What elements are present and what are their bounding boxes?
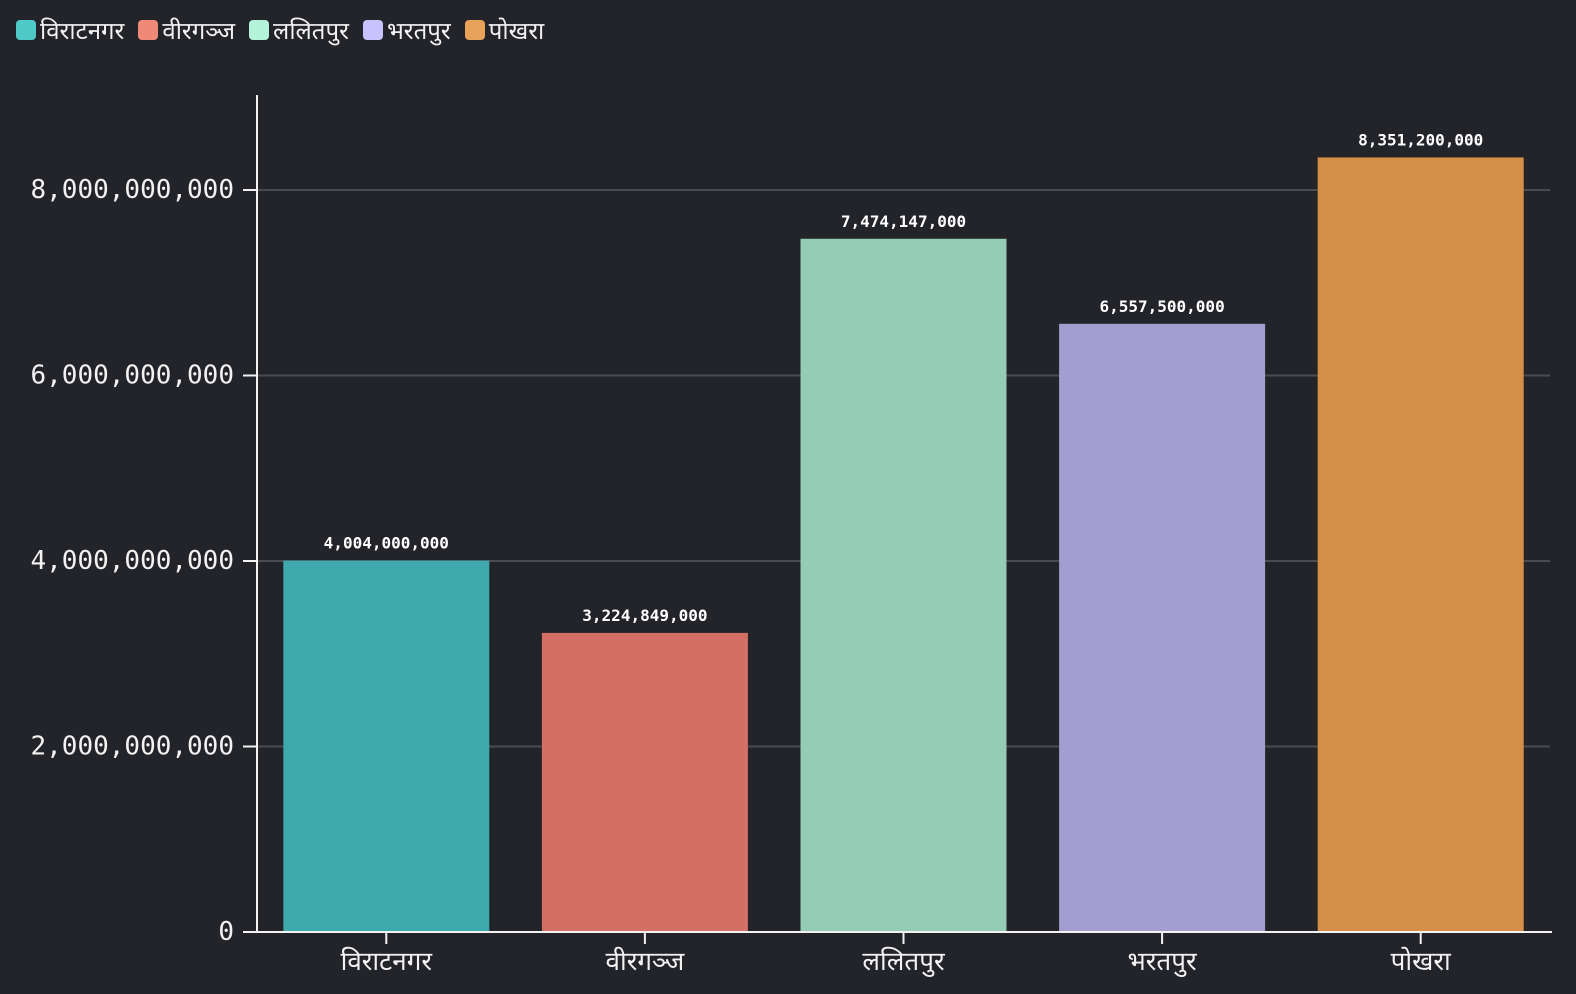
legend-item-biratnagar[interactable]: विराटनगर: [16, 14, 124, 47]
legend-item-lalitpur[interactable]: ललितपुर: [249, 14, 349, 47]
bar-value-label: 3,224,849,000: [582, 606, 707, 625]
bar-value-label: 7,474,147,000: [841, 212, 966, 231]
x-tick-label: ललितपुर: [862, 946, 946, 977]
legend-label: पोखरा: [488, 16, 545, 45]
y-tick-label: 0: [218, 917, 234, 947]
x-tick-label: भरतपुर: [1128, 947, 1199, 977]
legend-swatch: [16, 20, 36, 40]
legend-item-bharatpur[interactable]: भरतपुर: [362, 14, 451, 47]
legend-label: विराटनगर: [40, 16, 125, 45]
y-tick-label: 4,000,000,000: [31, 546, 235, 576]
y-tick-label: 6,000,000,000: [31, 361, 235, 391]
x-tick-label: पोखरा: [1391, 946, 1452, 977]
labels: 0 2,000,000,000 4,000,000,000 6,000,000,000…: [31, 130, 1484, 977]
legend-item-birgunj[interactable]: वीरगञ्ज: [138, 14, 235, 47]
legend-item-pokhara[interactable]: पोखरा: [464, 14, 545, 47]
legend-label: वीरगञ्ज: [162, 16, 236, 45]
legend-label: भरतपुर: [386, 16, 451, 45]
bar: [1317, 157, 1524, 932]
legend-swatch: [362, 20, 383, 40]
bar-value-label: 8,351,200,000: [1358, 130, 1483, 149]
legend-label: ललितपुर: [273, 16, 349, 45]
legend-swatch: [138, 20, 159, 40]
x-tick-label: विराटनगर: [341, 946, 434, 977]
bar-value-label: 4,004,000,000: [324, 534, 449, 553]
bar: [283, 560, 490, 932]
bar: [541, 632, 748, 932]
legend-swatch: [249, 20, 270, 40]
bar: [1059, 323, 1266, 932]
bar: [800, 238, 1007, 932]
bar-value-label: 6,557,500,000: [1099, 297, 1224, 316]
bars: [283, 157, 1524, 932]
legend-swatch: [464, 20, 485, 40]
y-tick-label: 2,000,000,000: [31, 732, 235, 762]
y-tick-label: 8,000,000,000: [31, 175, 235, 205]
chart-legend: विराटनगर वीरगञ्ज ललितपुर भरतपुर पोखरा: [16, 12, 544, 48]
x-tick-label: वीरगञ्ज: [606, 946, 685, 977]
